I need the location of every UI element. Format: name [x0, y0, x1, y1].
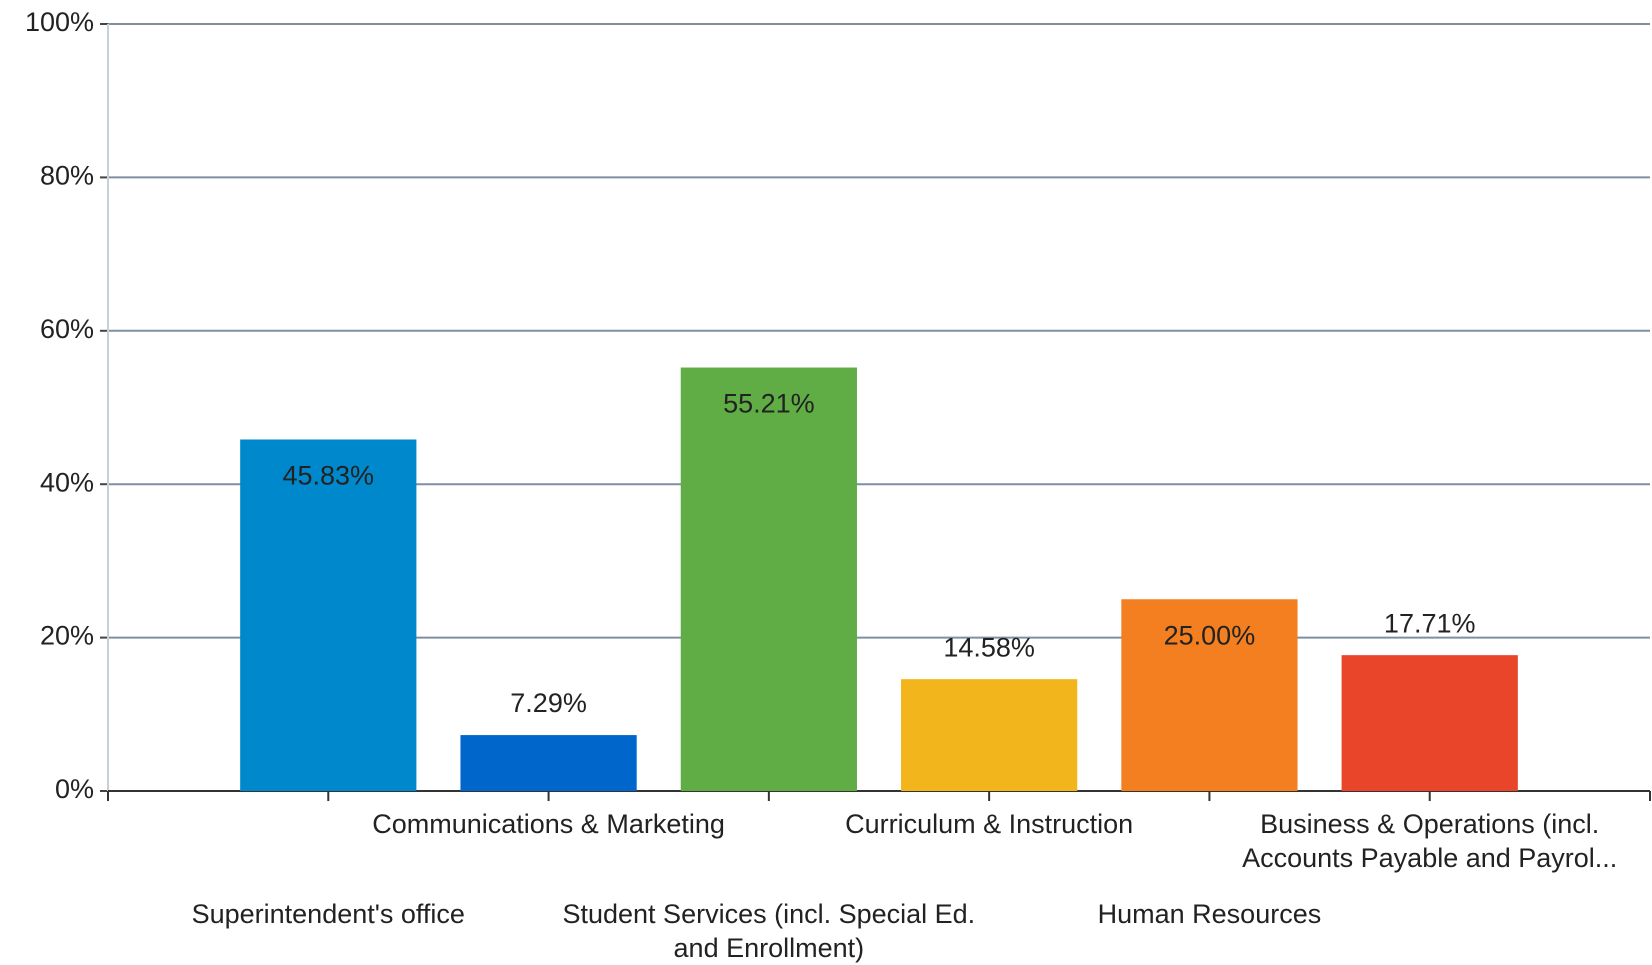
- bar: [1121, 599, 1298, 791]
- x-tick-label: Communications & Marketing: [372, 809, 725, 839]
- value-label: 55.21%: [723, 389, 815, 419]
- y-tick-label: 40%: [40, 467, 94, 497]
- y-tick-label: 100%: [25, 7, 94, 37]
- value-label: 7.29%: [510, 688, 587, 718]
- y-tick-label: 80%: [40, 161, 94, 191]
- bar: [460, 735, 637, 791]
- value-label: 45.83%: [282, 461, 374, 491]
- x-tick-label: Curriculum & Instruction: [845, 809, 1134, 839]
- value-label: 25.00%: [1164, 620, 1256, 650]
- y-tick-label: 20%: [40, 621, 94, 651]
- bar: [240, 439, 417, 791]
- bar: [1341, 655, 1518, 791]
- bar: [901, 679, 1078, 791]
- x-tick-label: Superintendent's office: [191, 899, 465, 929]
- x-tick-label: Business & Operations (incl. Accounts Pa…: [1242, 809, 1618, 873]
- bar: [680, 367, 857, 791]
- x-tick-label: Human Resources: [1097, 899, 1322, 929]
- y-tick-label: 0%: [55, 774, 94, 804]
- value-label: 14.58%: [943, 632, 1035, 662]
- x-tick-label: Student Services (incl. Special Ed. and …: [562, 899, 976, 963]
- y-tick-label: 60%: [40, 314, 94, 344]
- value-label: 17.71%: [1384, 608, 1476, 638]
